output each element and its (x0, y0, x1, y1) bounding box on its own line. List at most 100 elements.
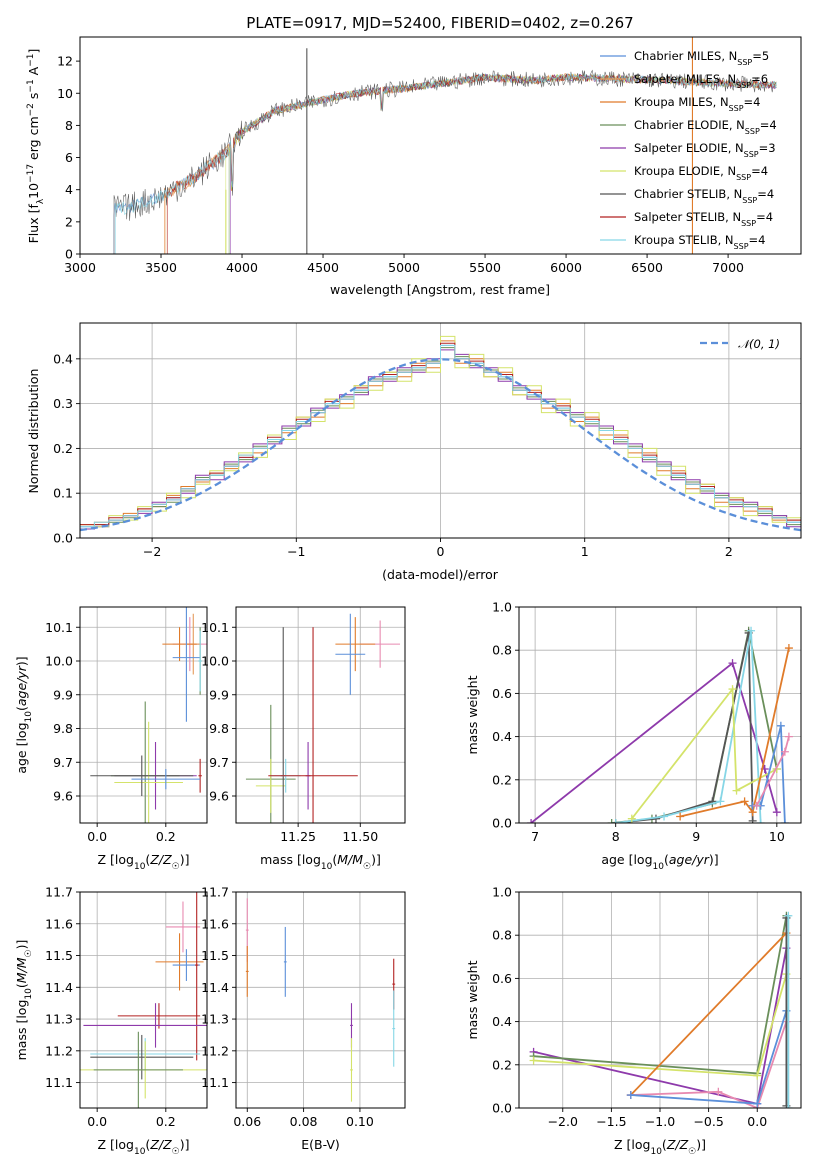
mass_vs_EBV-point (245, 946, 249, 997)
massweight_vs_age-marker (776, 721, 785, 730)
age_vs_mass-ytick-label: 9.9 (209, 687, 229, 702)
residuals-ytick-label: 0.1 (53, 486, 73, 501)
massweight_vs_age-frame (518, 606, 802, 824)
massweight_vs_age-ytick-label: 0.4 (492, 729, 512, 744)
massweight_vs_age-marker (740, 797, 749, 806)
mass_vs_Z-plot-area (80, 892, 207, 1108)
massweight_vs_age-marker (780, 747, 789, 756)
mass_vs_Z-ytick-label: 11.4 (45, 980, 73, 995)
massweight_vs_age-xtick-label: 10 (769, 829, 785, 844)
massweight_vs_age-marker (756, 819, 765, 823)
mass_vs_EBV-ytick-label: 11.6 (201, 916, 229, 931)
age_vs_Z-ytick-label: 9.8 (53, 721, 73, 736)
spectrum-xlabel: wavelength [Angstrom, rest frame] (330, 282, 550, 297)
residuals-ytick-label: 0.3 (53, 396, 73, 411)
spectrum-xtick-label: 4000 (226, 260, 258, 275)
residual-histogram (80, 349, 801, 530)
mass_vs_Z-point (93, 1031, 183, 1108)
massweight_vs_age-plot-area (527, 626, 793, 823)
residuals-xtick-label: −2 (143, 544, 161, 559)
spectrum-xtick-label: 5500 (469, 260, 501, 275)
massweight_vs_age-series-line (530, 661, 778, 823)
age_vs_mass-grid (236, 607, 405, 823)
mass_vs_EBV-point (392, 990, 396, 1067)
age_vs_mass-xtick-label: 11.25 (280, 829, 316, 844)
mass_vs_EBV-xtick-label: 0.08 (290, 1114, 318, 1129)
panel-residuals: −2 −1 0 1 2 0.0 0.1 0.2 0.3 0.4 𝒩(0, 1) (data-model… (26, 322, 802, 582)
massweight_vs_age-xtick-label: 7 (531, 829, 539, 844)
massweight_vs_Z-ytick-label: 1.0 (492, 885, 512, 900)
mass_vs_Z-ytick-label: 11.6 (45, 916, 73, 931)
massweight_vs_Z-ytick-label: 0.6 (492, 971, 512, 986)
massweight_vs_age-marker (627, 814, 636, 823)
residuals-ylabel: Normed distribution (26, 369, 41, 494)
panel-spectrum: 3000 3500 4000 4500 5000 5500 6000 6500 7000 0 2 4 6… (26, 36, 802, 297)
panel-massweight_vs_age: 7 8 9 10 0.0 0.2 0.4 0.6 0.8 1.0 age [log10(age/yr… (465, 600, 802, 872)
mass_vs_Z-ytick-label: 11.7 (45, 885, 73, 900)
residual-histogram (80, 344, 801, 528)
massweight_vs_age-series-line (615, 630, 762, 823)
massweight_vs_Z-xtick-label: −1.5 (596, 1114, 626, 1129)
massweight_vs_Z-marker (753, 1071, 762, 1080)
mass_vs_EBV-ytick-label: 11.4 (201, 980, 229, 995)
age_vs_mass-ytick-label: 10.1 (201, 620, 229, 635)
age_vs_mass-point (335, 613, 366, 695)
massweight_vs_Z-series-line (630, 932, 788, 1096)
spectrum-xtick-label: 3500 (145, 260, 177, 275)
massweight_vs_age-xlabel: age [log10(age/yr)] (601, 852, 718, 872)
massweight_vs_age-marker (660, 812, 669, 821)
mass_vs_Z-point (83, 1003, 207, 1048)
massweight_vs_Z-marker (529, 1056, 538, 1065)
age_vs_Z-point (90, 755, 194, 796)
mass_vs_EBV-ytick-label: 11.1 (201, 1075, 229, 1090)
legend-entry: Kroupa ELODIE, NSSP=4 (634, 164, 768, 182)
panels: 3000 3500 4000 4500 5000 5500 6000 6500 7000 0 2 4 6… (14, 36, 802, 1157)
mass_vs_EBV-ytick-label: 11.5 (201, 948, 229, 963)
age_vs_Z-xlabel: Z [log10(Z/Z☉)] (98, 852, 190, 872)
mass_vs_EBV-ytick-label: 11.3 (201, 1012, 229, 1027)
residuals-xtick-label: 0 (437, 544, 445, 559)
age_vs_mass-plot-area (245, 613, 401, 823)
legend-entry: Chabrier ELODIE, NSSP=4 (634, 118, 777, 136)
mass_vs_Z-point (155, 933, 204, 991)
age_vs_Z-point (162, 627, 197, 661)
figure-title: PLATE=0917, MJD=52400, FIBERID=0402, z=0… (246, 14, 633, 32)
massweight_vs_age-marker (748, 816, 757, 823)
massweight_vs_Z-ytick-label: 0.4 (492, 1014, 512, 1029)
mass_vs_Z-point (117, 1003, 201, 1029)
massweight_vs_age-marker (780, 819, 789, 823)
massweight_vs_Z-ylabel: mass weight (465, 960, 480, 1039)
mass_vs_EBV-point (283, 926, 287, 997)
massweight_vs_Z-series-line (630, 1021, 788, 1108)
massweight_vs_age-marker (784, 644, 793, 653)
age_vs_mass-xlabel: mass [log10(M/M☉)] (260, 852, 381, 872)
spectrum-ytick-label: 0 (65, 247, 73, 262)
legend-entry: Kroupa MILES, NSSP=4 (634, 95, 760, 113)
massweight_vs_Z-xtick-label: −0.5 (693, 1114, 723, 1129)
panel-massweight_vs_Z: −2.0 −1.5 −1.0 −0.5 0.0 0.0 0.2 0.4 0.6 0.8 1.0 Z [… (465, 885, 802, 1157)
mass_vs_Z-xlabel: Z [log10(Z/Z☉)] (98, 1137, 190, 1157)
residuals-frame (79, 322, 802, 539)
legend-entry: Salpeter ELODIE, NSSP=3 (634, 141, 776, 159)
massweight_vs_age-marker (611, 819, 620, 823)
legend-entry: Chabrier MILES, NSSP=5 (634, 49, 769, 67)
massweight_vs_age-marker (784, 732, 793, 741)
massweight_vs_age-marker (747, 626, 756, 635)
legend-entry: Salpeter MILES, NSSP=6 (634, 72, 768, 90)
age_vs_mass-point (335, 617, 376, 672)
massweight_vs_age-ytick-label: 0.0 (492, 816, 512, 831)
massweight_vs_Z-frame (518, 891, 802, 1109)
age_vs_mass-frame (235, 606, 406, 824)
massweight_vs_age-xtick-label: 8 (612, 829, 620, 844)
massweight_vs_age-marker (716, 797, 725, 806)
residual-legend: 𝒩(0, 1) (700, 337, 780, 351)
panel-mass_vs_Z: 0.0 0.2 11.1 11.2 11.3 11.4 11.5 11.6 11.7 Z [log… (14, 885, 208, 1157)
legend-entry: 𝒩(0, 1) (738, 337, 780, 351)
massweight_vs_age-ytick-label: 1.0 (492, 600, 512, 615)
residuals-ytick-label: 0.2 (53, 441, 73, 456)
mass_vs_Z-xtick-label: 0.2 (156, 1114, 176, 1129)
spectrum-ytick-label: 12 (57, 54, 73, 69)
age_vs_Z-point (198, 630, 202, 692)
spectrum-ytick-label: 8 (65, 118, 73, 133)
